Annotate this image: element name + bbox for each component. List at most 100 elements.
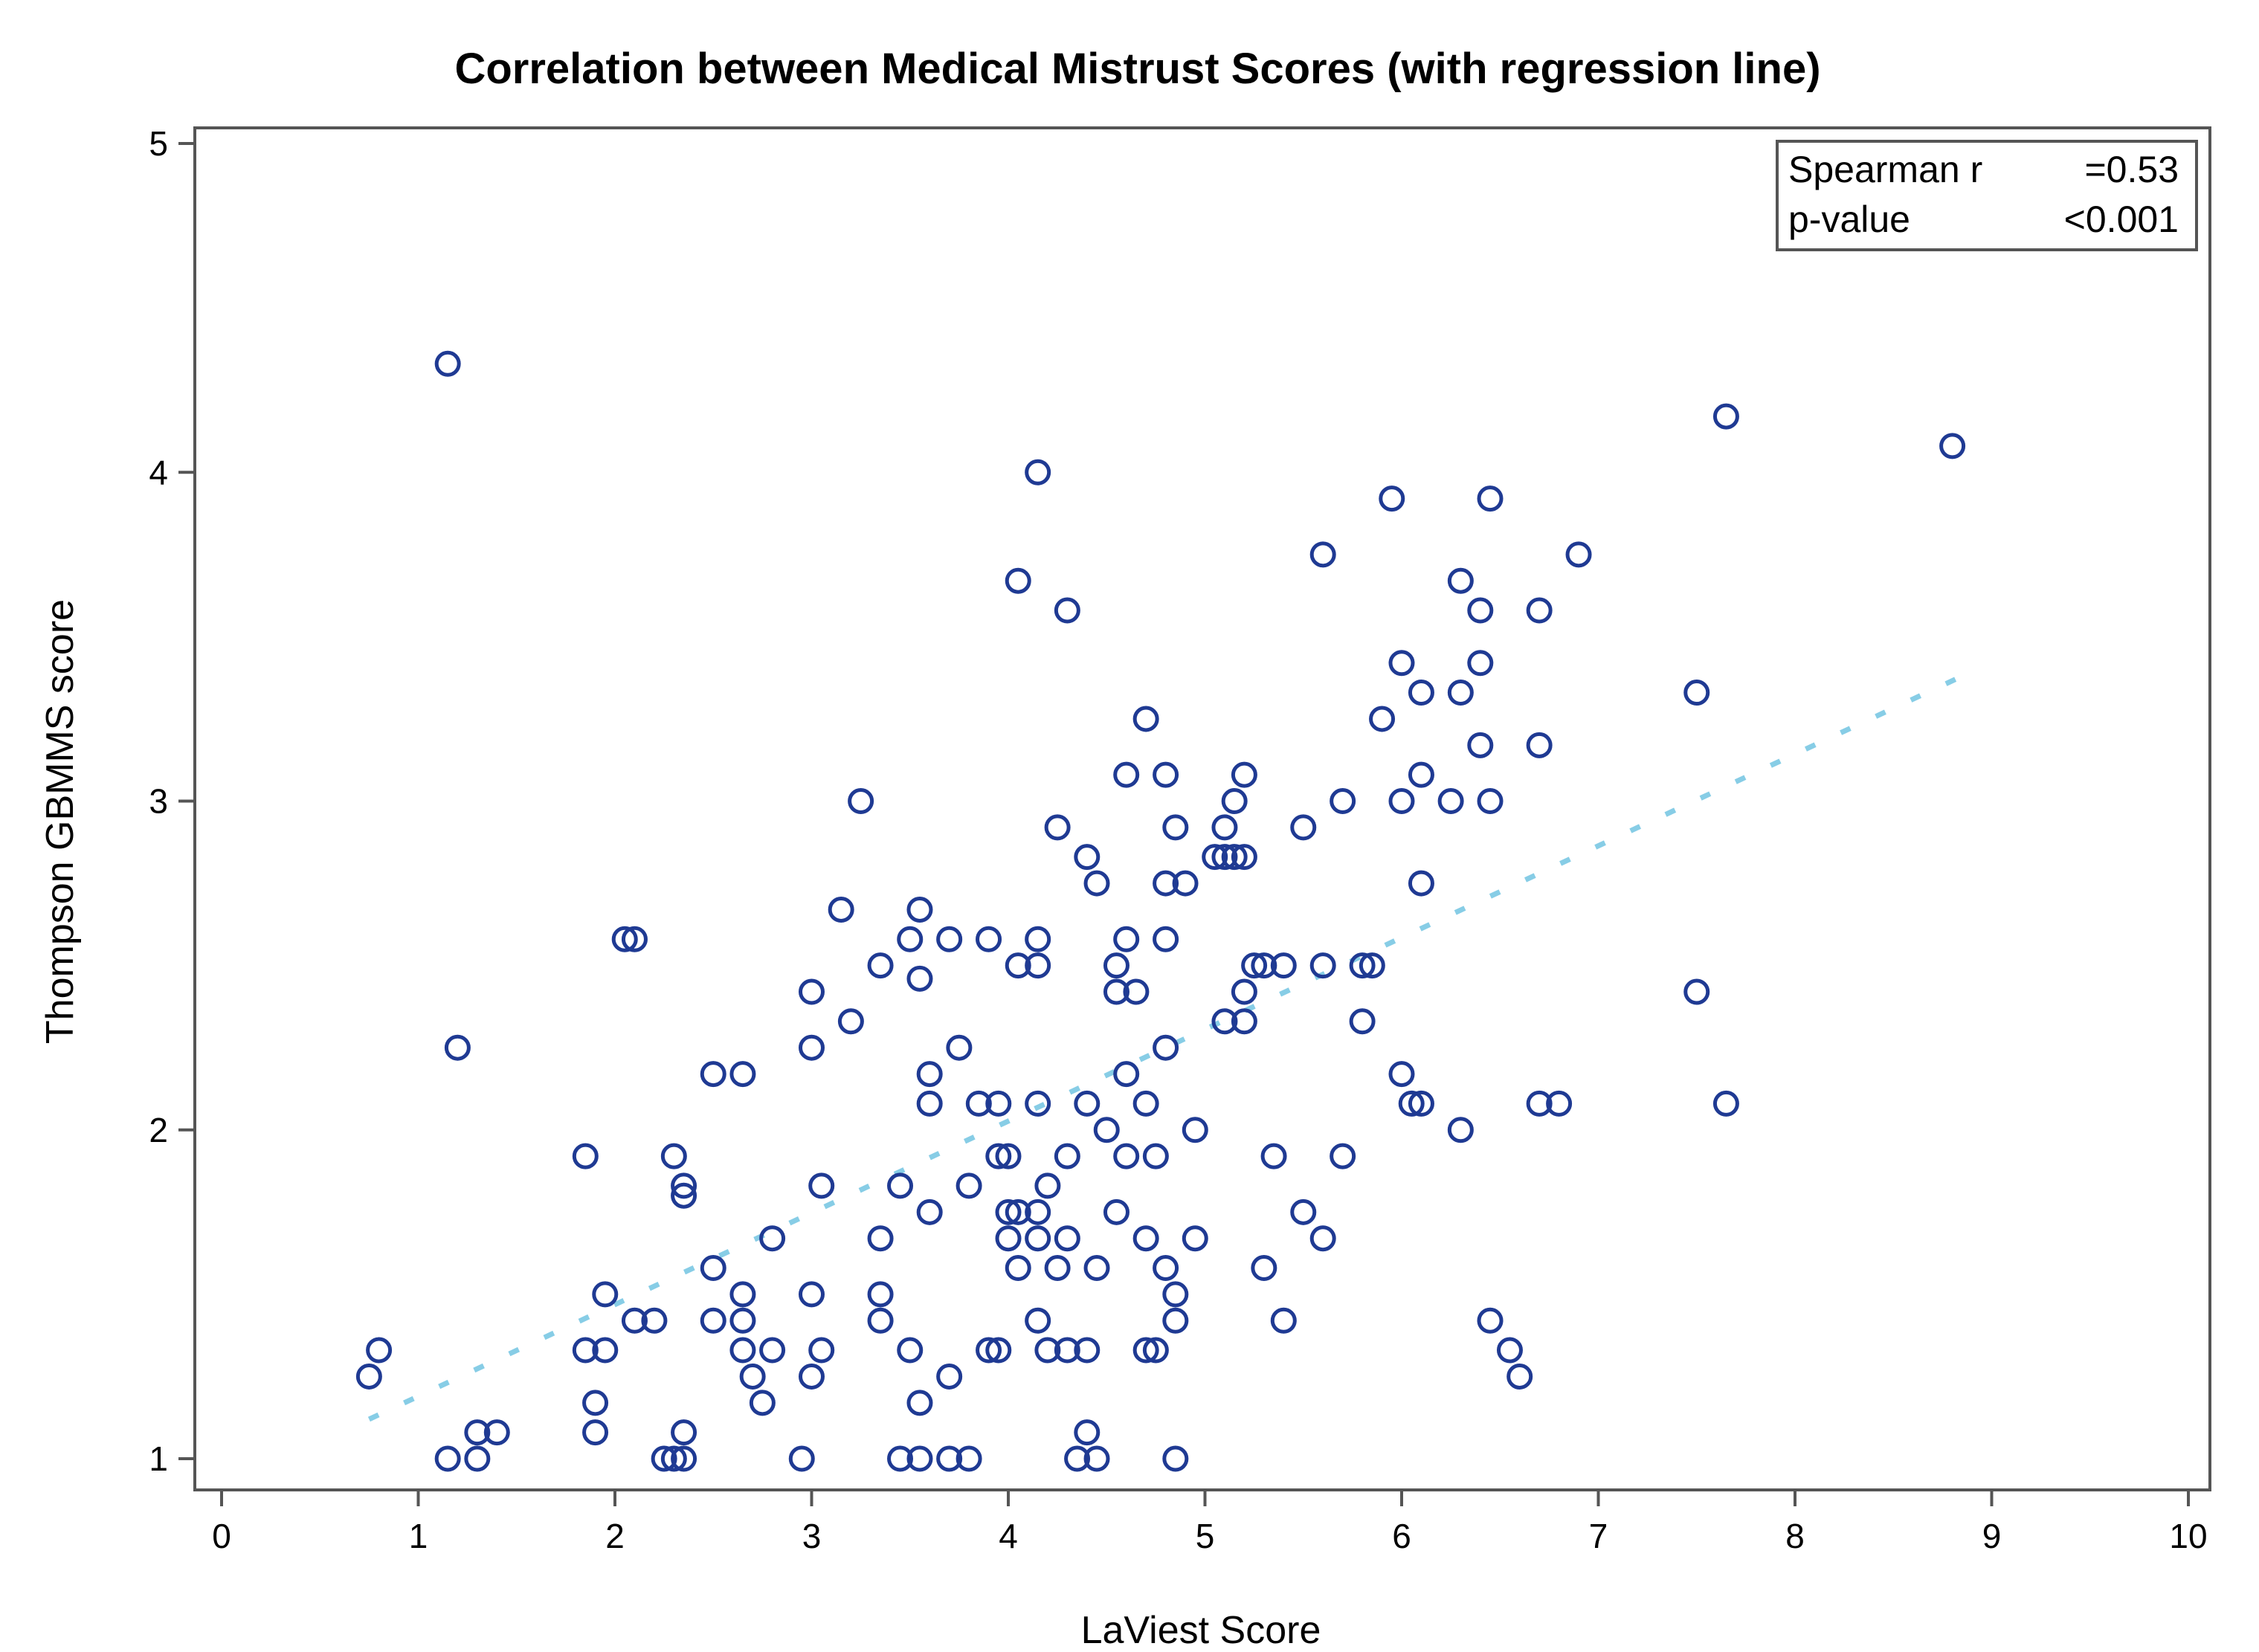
data-point <box>1093 1117 1120 1143</box>
data-point <box>1083 1254 1110 1281</box>
data-point <box>729 1281 756 1308</box>
data-point <box>1162 1445 1189 1472</box>
data-point <box>1005 952 1031 979</box>
data-point <box>936 926 963 952</box>
data-point <box>1132 706 1159 732</box>
data-point <box>759 1337 786 1364</box>
data-point <box>916 1090 943 1117</box>
data-point <box>1241 952 1268 979</box>
data-point <box>1496 1337 1523 1364</box>
data-point <box>1025 926 1051 952</box>
data-point <box>1477 788 1504 814</box>
data-point <box>1182 1117 1208 1143</box>
data-point <box>1369 706 1396 732</box>
data-point <box>700 1254 726 1281</box>
data-point <box>906 1445 933 1472</box>
data-point <box>1712 1090 1739 1117</box>
data-point <box>749 1390 776 1416</box>
data-point <box>936 1445 963 1472</box>
data-point <box>1025 1198 1051 1225</box>
data-point <box>1182 1225 1208 1252</box>
data-point <box>1290 814 1317 841</box>
data-point <box>671 1182 697 1209</box>
data-point <box>444 1034 471 1061</box>
data-point <box>906 1390 933 1416</box>
x-tick-label: 8 <box>1785 1517 1805 1555</box>
x-axis-label: LaViest Score <box>1081 1609 1321 1652</box>
data-point <box>1123 978 1150 1005</box>
y-axis-label: Thompson GBMMS score <box>39 599 82 1044</box>
data-point <box>1526 1090 1553 1117</box>
data-point <box>1309 1225 1336 1252</box>
data-point <box>1683 978 1710 1005</box>
data-point <box>1251 1254 1277 1281</box>
data-point <box>1447 680 1474 706</box>
data-point <box>936 1363 963 1390</box>
data-point <box>1162 814 1189 841</box>
data-point <box>366 1337 393 1364</box>
data-point <box>660 1445 687 1472</box>
data-point <box>739 1363 766 1390</box>
data-point <box>651 1445 677 1472</box>
data-point <box>1005 1254 1031 1281</box>
data-point <box>1211 844 1238 871</box>
data-point <box>956 1445 982 1472</box>
data-point <box>799 1281 825 1308</box>
data-point <box>1388 1061 1415 1088</box>
data-point <box>976 926 1002 952</box>
legend-pvalue-label: p-value <box>1788 199 1910 240</box>
data-point <box>434 350 461 377</box>
data-point <box>916 1061 943 1088</box>
data-point <box>729 1061 756 1088</box>
data-point <box>1034 1337 1061 1364</box>
data-point <box>1025 1090 1051 1117</box>
data-point <box>1467 732 1494 758</box>
data-point <box>1408 680 1434 706</box>
data-point <box>1074 844 1101 871</box>
data-point <box>1142 1143 1169 1169</box>
data-point <box>1447 1117 1474 1143</box>
data-point <box>995 1143 1022 1169</box>
data-point <box>1005 567 1031 594</box>
data-point <box>1309 952 1336 979</box>
data-point <box>1054 597 1080 624</box>
data-point <box>1565 541 1592 568</box>
data-point <box>1211 1008 1238 1035</box>
data-point <box>887 1445 914 1472</box>
data-point <box>1408 761 1434 788</box>
data-point <box>1074 1419 1101 1446</box>
x-axis: 0 1 2 3 4 5 6 7 8 9 10 <box>212 1490 2208 1555</box>
data-point <box>641 1307 668 1334</box>
data-point <box>995 1198 1022 1225</box>
data-point <box>985 1143 1012 1169</box>
data-point <box>976 1337 1002 1364</box>
x-tick-label: 10 <box>2169 1517 2207 1555</box>
x-tick-label: 5 <box>1196 1517 1215 1555</box>
x-tick-label: 2 <box>605 1517 625 1555</box>
data-point <box>1074 1337 1101 1364</box>
y-tick-label: 3 <box>149 782 168 821</box>
data-point <box>572 1337 599 1364</box>
data-point <box>906 965 933 992</box>
data-point <box>671 1419 697 1446</box>
data-point <box>1172 870 1199 897</box>
data-point <box>906 896 933 923</box>
data-point <box>621 1307 648 1334</box>
data-point <box>1083 870 1110 897</box>
data-point <box>1477 485 1504 512</box>
data-point <box>1231 1008 1257 1035</box>
data-point <box>897 926 924 952</box>
data-point <box>1467 597 1494 624</box>
data-point <box>729 1307 756 1334</box>
data-point <box>828 896 854 923</box>
data-point <box>1251 952 1277 979</box>
data-point <box>700 1307 726 1334</box>
data-point <box>1408 870 1434 897</box>
data-point <box>592 1281 619 1308</box>
data-point <box>1467 650 1494 677</box>
data-point <box>1349 952 1376 979</box>
data-point <box>1379 485 1405 512</box>
data-point <box>434 1445 461 1472</box>
chart-title: Correlation between Medical Mistrust Sco… <box>454 45 1820 93</box>
